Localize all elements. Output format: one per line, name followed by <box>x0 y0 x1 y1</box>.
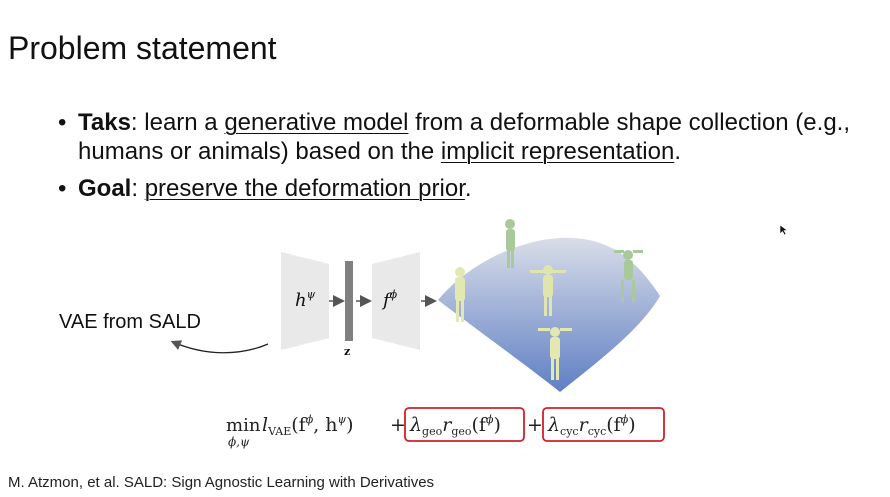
latent-bar <box>345 261 353 341</box>
bullet-task: Taks: learn a generative model from a de… <box>58 108 878 166</box>
human-figure-green-right <box>614 250 643 302</box>
human-figure-green-top <box>505 219 515 268</box>
mouse-cursor-icon <box>779 224 789 236</box>
bullet-goal-label: Goal <box>78 175 132 202</box>
bullet-task-label: Taks <box>78 109 131 136</box>
citation: M. Atzmon, et al. SALD: Sign Agnostic Le… <box>8 474 435 491</box>
vae-from-sald-label: VAE from SALD <box>59 311 201 333</box>
svg-text:min: min <box>226 415 261 436</box>
svg-text:lVAE(fϕ, hψ): lVAE(fϕ, hψ) <box>262 413 354 438</box>
bullet-list: Taks: learn a generative model from a de… <box>58 108 878 211</box>
slide-title: Problem statement <box>8 30 277 66</box>
svg-text:λgeorgeo(fϕ): λgeorgeo(fϕ) <box>409 413 501 438</box>
human-figure-yellow-left <box>455 267 465 322</box>
cyc-term-box <box>542 407 665 442</box>
human-figure-yellow-bottom <box>538 327 572 380</box>
svg-text:+: + <box>390 414 406 436</box>
underline-deformation-prior: preserve the deformation prior <box>144 175 465 202</box>
latent-label: z <box>344 345 350 358</box>
decoder-block <box>372 252 420 350</box>
curved-arrow <box>170 340 269 354</box>
svg-text:λcycrcyc(fϕ): λcycrcyc(fϕ) <box>547 413 636 438</box>
human-figure-yellow-center <box>530 265 566 316</box>
geo-term-box <box>404 407 525 442</box>
bullet-goal: Goal: preserve the deformation prior. <box>58 174 878 203</box>
svg-text:ϕ,ψ: ϕ,ψ <box>228 435 250 449</box>
underline-implicit-representation: implicit representation <box>440 138 675 165</box>
encoder-block <box>281 252 329 350</box>
underline-generative-model: generative model <box>224 109 409 136</box>
encoder-symbol: hψ <box>295 288 316 311</box>
loss-equation: min ϕ,ψ lVAE(fϕ, hψ) + λgeorgeo(fϕ) + λc… <box>226 407 665 449</box>
svg-text:+: + <box>527 414 543 436</box>
